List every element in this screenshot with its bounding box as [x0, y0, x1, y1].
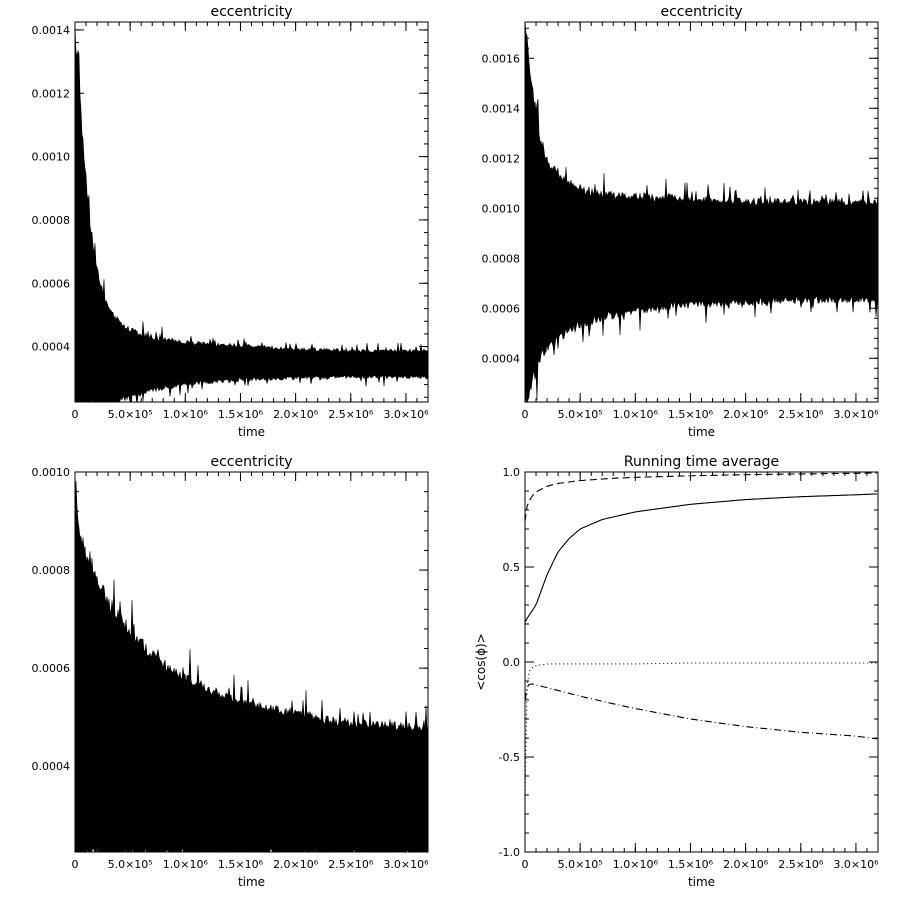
x-axis-label: time	[688, 875, 715, 889]
plot-area	[525, 22, 878, 402]
y-tick-label: 0.0010	[32, 151, 71, 164]
x-tick-label: 1.0×10⁶	[613, 408, 659, 421]
plot-frame	[524, 471, 879, 853]
y-tick-label: 0.0006	[482, 302, 521, 315]
x-tick-label: 1.0×10⁶	[613, 858, 659, 871]
x-tick-label: 0	[72, 408, 79, 421]
x-tick-label: 2.0×10⁶	[723, 408, 769, 421]
x-tick-label: 5.0×10⁵	[108, 858, 153, 871]
x-axis-label: time	[238, 425, 265, 439]
x-tick-label: 1.0×10⁶	[163, 408, 209, 421]
y-tick-label: 0.0010	[482, 202, 521, 215]
x-tick-label: 0	[72, 858, 79, 871]
x-tick-label: 2.5×10⁶	[778, 408, 824, 421]
y-tick-label: 0.0014	[32, 24, 71, 37]
x-tick-label: 1.5×10⁶	[668, 858, 714, 871]
plot-area	[75, 26, 428, 402]
x-tick-label: 3.0×10⁶	[833, 858, 879, 871]
y-tick-label: -0.5	[499, 751, 520, 764]
x-tick-label: 1.5×10⁶	[218, 858, 264, 871]
x-tick-label: 2.0×10⁶	[723, 858, 769, 871]
series-line-solid	[525, 493, 878, 623]
y-tick-label: 0.0008	[32, 214, 71, 227]
y-tick-label: 1.0	[503, 466, 521, 479]
chart-panel-2: 0 5.0×10⁵ 1.0×10⁶ 1.5×10⁶ 2.0×10⁶ 2.5×10⁶ 3.0×…	[482, 4, 880, 439]
y-tick-label: 0.0004	[32, 760, 71, 773]
x-tick-label: 2.5×10⁶	[328, 408, 374, 421]
y-axis-label: <cos(ϕ)>	[474, 633, 488, 691]
data-band	[75, 26, 428, 402]
y-tick-label: 0.0006	[32, 662, 71, 675]
x-axis-label: time	[688, 425, 715, 439]
y-tick-label: 0.0008	[482, 252, 521, 265]
data-band	[75, 480, 428, 852]
x-tick-label: 3.0×10⁶	[383, 858, 429, 871]
y-tick-label: 0.0	[503, 656, 521, 669]
x-tick-label: 0	[522, 858, 529, 871]
y-tick-label: 0.0006	[32, 277, 71, 290]
series-line-dash-dot	[525, 683, 878, 740]
y-tick-label: 0.5	[503, 561, 521, 574]
chart-title: eccentricity	[211, 4, 293, 20]
chart-panel-1: 0 5.0×10⁵ 1.0×10⁶ 1.5×10⁶ 2.0×10⁶ 2.5×10⁶ 3.0×…	[32, 4, 430, 439]
chart-panel-3: 0 5.0×10⁵ 1.0×10⁶ 1.5×10⁶ 2.0×10⁶ 2.5×10⁶ 3.0×…	[32, 454, 430, 889]
plot-area	[75, 480, 428, 852]
x-tick-label: 3.0×10⁶	[833, 408, 879, 421]
chart-title: eccentricity	[661, 4, 743, 20]
plot-area	[525, 472, 878, 799]
series-line-dashed	[525, 472, 877, 522]
x-tick-label: 1.0×10⁶	[163, 858, 209, 871]
chart-panel-4: 0 5.0×10⁵ 1.0×10⁶ 1.5×10⁶ 2.0×10⁶ 2.5×10⁶ 3.0×…	[474, 454, 879, 889]
chart-title: eccentricity	[211, 454, 293, 470]
x-tick-label: 3.0×10⁶	[383, 408, 429, 421]
y-tick-label: 0.0004	[482, 352, 521, 365]
y-tick-label: 0.0008	[32, 564, 71, 577]
y-tick-label: 0.0014	[482, 102, 521, 115]
x-tick-label: 5.0×10⁵	[558, 858, 603, 871]
x-tick-label: 5.0×10⁵	[108, 408, 153, 421]
y-tick-label: 0.0016	[482, 52, 521, 65]
y-tick-label: 0.0004	[32, 341, 71, 354]
chart-title: Running time average	[624, 454, 779, 470]
y-tick-label: 0.0012	[482, 152, 521, 165]
x-tick-label: 2.0×10⁶	[273, 858, 319, 871]
y-tick-label: 0.0012	[32, 87, 71, 100]
x-tick-label: 2.5×10⁶	[328, 858, 374, 871]
series-line-dotted	[525, 662, 877, 799]
x-tick-label: 2.0×10⁶	[273, 408, 319, 421]
y-tick-label: -1.0	[499, 846, 520, 859]
x-tick-label: 0	[522, 408, 529, 421]
x-axis-label: time	[238, 875, 265, 889]
x-tick-label: 2.5×10⁶	[778, 858, 824, 871]
x-tick-label: 1.5×10⁶	[668, 408, 714, 421]
x-tick-label: 5.0×10⁵	[558, 408, 603, 421]
y-tick-label: 0.0010	[32, 466, 71, 479]
data-band	[525, 22, 878, 402]
x-tick-label: 1.5×10⁶	[218, 408, 264, 421]
